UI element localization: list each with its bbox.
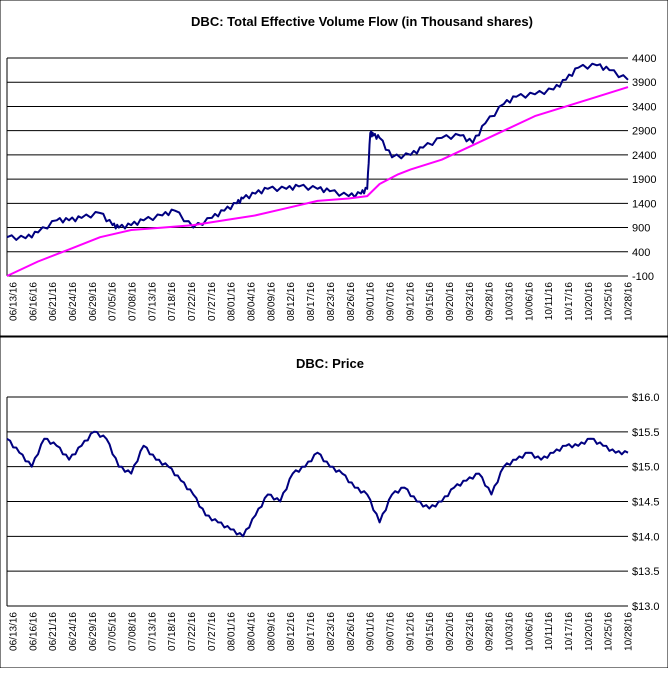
x-tick-label: 09/12/16 <box>405 282 416 321</box>
x-tick-label: 09/15/16 <box>425 612 436 651</box>
x-tick-label: 07/08/16 <box>128 282 139 321</box>
x-tick-label: 07/18/16 <box>167 282 178 321</box>
x-tick-label: 07/05/16 <box>108 612 119 651</box>
x-tick-label: 08/23/16 <box>326 612 337 651</box>
volume-x-tick-labels: 06/13/16 06/16/16 06/21/16 06/24/16 06/29/16… <box>9 282 635 321</box>
x-tick-label: 07/22/16 <box>187 612 198 651</box>
x-tick-label: 10/03/16 <box>504 282 515 321</box>
x-tick-label: 10/17/16 <box>564 612 575 651</box>
series-line-primary <box>6 430 629 538</box>
y-tick-label: 3400 <box>632 101 656 113</box>
x-tick-label: 08/23/16 <box>326 282 337 321</box>
volume-flow-chart: DBC: Total Effective Volume Flow (in Tho… <box>0 0 668 337</box>
x-tick-label: 06/13/16 <box>9 612 20 651</box>
price-chart: DBC: Price $13.0 $13.5 $14.0 $14.5 $15.0 $15.… <box>0 336 668 669</box>
x-tick-label: 06/24/16 <box>68 282 79 321</box>
x-tick-label: 08/09/16 <box>266 282 277 321</box>
volume-y-tick-labels: -100 400 900 1400 1900 2400 2900 3400 3900 4400 <box>632 53 656 283</box>
x-tick-label: 09/20/16 <box>445 612 456 651</box>
x-tick-label: 10/28/16 <box>624 612 635 651</box>
price-y-tick-labels: $13.0 $13.5 $14.0 $14.5 $15.0 $15.5 $16.0 <box>632 392 660 613</box>
x-tick-label: 10/20/16 <box>584 612 595 651</box>
y-tick-label: 3900 <box>632 77 656 89</box>
x-tick-label: 06/24/16 <box>68 612 79 651</box>
x-tick-label: 09/20/16 <box>445 282 456 321</box>
x-tick-label: 06/29/16 <box>88 282 99 321</box>
x-tick-label: 07/05/16 <box>108 282 119 321</box>
x-tick-label: 09/07/16 <box>385 612 396 651</box>
x-tick-label: 07/13/16 <box>147 612 158 651</box>
x-tick-label: 10/20/16 <box>584 282 595 321</box>
volume-chart-title: DBC: Total Effective Volume Flow (in Tho… <box>191 14 533 29</box>
x-tick-label: 06/21/16 <box>48 282 59 321</box>
y-tick-label: $13.0 <box>632 601 660 613</box>
price-gridlines <box>6 396 628 607</box>
y-tick-label: 1900 <box>632 174 656 186</box>
x-tick-label: 10/06/16 <box>524 282 535 321</box>
x-tick-label: 10/03/16 <box>504 612 515 651</box>
x-tick-label: 07/08/16 <box>128 612 139 651</box>
x-tick-label: 08/01/16 <box>227 612 238 651</box>
price-x-tick-labels: 06/13/16 06/16/16 06/21/16 06/24/16 06/29/16… <box>9 612 635 651</box>
y-tick-label: 1400 <box>632 198 656 210</box>
x-tick-label: 06/16/16 <box>28 282 39 321</box>
price-series-group <box>6 430 629 538</box>
volume-series-group <box>6 62 629 277</box>
volume-gridlines <box>6 57 628 277</box>
x-tick-label: 09/15/16 <box>425 282 436 321</box>
y-tick-label: 4400 <box>632 53 656 65</box>
x-tick-label: 09/28/16 <box>485 282 496 321</box>
x-tick-label: 09/01/16 <box>366 282 377 321</box>
x-tick-label: 06/13/16 <box>9 282 20 321</box>
x-tick-label: 06/29/16 <box>88 612 99 651</box>
x-tick-label: 09/28/16 <box>485 612 496 651</box>
x-tick-label: 07/13/16 <box>147 282 158 321</box>
x-tick-label: 09/23/16 <box>465 282 476 321</box>
x-tick-label: 10/06/16 <box>524 612 535 651</box>
x-tick-label: 07/18/16 <box>167 612 178 651</box>
x-tick-label: 06/21/16 <box>48 612 59 651</box>
series-line-primary <box>6 62 629 241</box>
y-tick-label: 2400 <box>632 150 656 162</box>
y-tick-label: $16.0 <box>632 392 660 404</box>
x-tick-label: 08/04/16 <box>247 612 258 651</box>
x-tick-label: 10/28/16 <box>624 282 635 321</box>
y-tick-label: $15.5 <box>632 427 660 439</box>
x-tick-label: 09/23/16 <box>465 612 476 651</box>
x-tick-label: 08/12/16 <box>286 282 297 321</box>
y-tick-label: 400 <box>632 247 650 259</box>
price-chart-title: DBC: Price <box>296 356 364 371</box>
y-tick-label: 900 <box>632 223 650 235</box>
x-tick-label: 08/26/16 <box>346 612 357 651</box>
volume-chart-frame <box>0 0 668 337</box>
x-tick-label: 06/16/16 <box>28 612 39 651</box>
x-tick-label: 07/27/16 <box>207 282 218 321</box>
y-tick-label: -100 <box>632 271 654 283</box>
x-tick-label: 10/17/16 <box>564 282 575 321</box>
x-tick-label: 09/01/16 <box>366 612 377 651</box>
x-tick-label: 08/17/16 <box>306 282 317 321</box>
x-tick-label: 10/25/16 <box>604 612 615 651</box>
series-line-average <box>6 86 629 277</box>
x-tick-label: 08/17/16 <box>306 612 317 651</box>
x-tick-label: 08/09/16 <box>266 612 277 651</box>
y-tick-label: $14.0 <box>632 531 660 543</box>
x-tick-label: 07/27/16 <box>207 612 218 651</box>
x-tick-label: 09/07/16 <box>385 282 396 321</box>
x-tick-label: 08/01/16 <box>227 282 238 321</box>
x-tick-label: 10/25/16 <box>604 282 615 321</box>
x-tick-label: 09/12/16 <box>405 612 416 651</box>
x-tick-label: 08/04/16 <box>247 282 258 321</box>
x-tick-label: 08/12/16 <box>286 612 297 651</box>
x-tick-label: 10/11/16 <box>544 282 555 321</box>
x-tick-label: 07/22/16 <box>187 282 198 321</box>
x-tick-label: 08/26/16 <box>346 282 357 321</box>
y-tick-label: 2900 <box>632 126 656 138</box>
y-tick-label: $13.5 <box>632 566 660 578</box>
y-tick-label: $14.5 <box>632 497 660 509</box>
x-tick-label: 10/11/16 <box>544 612 555 651</box>
y-tick-label: $15.0 <box>632 462 660 474</box>
